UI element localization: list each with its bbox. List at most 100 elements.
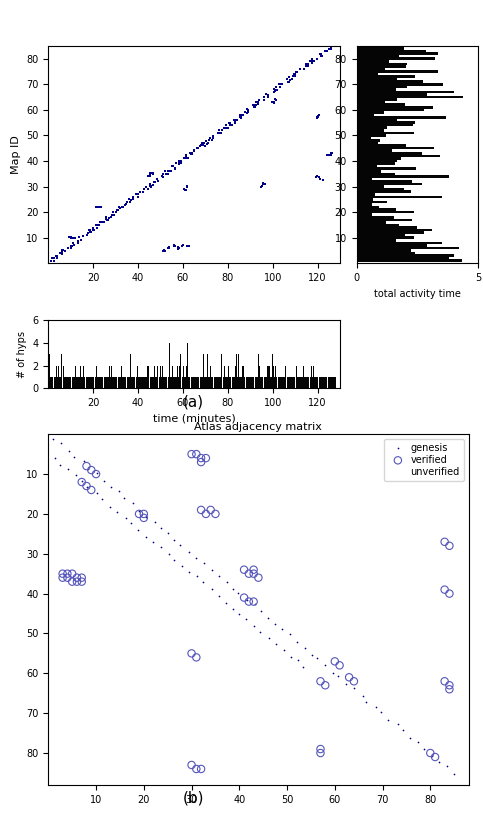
Point: [68, 230, 75, 244]
Point: [325, 149, 333, 162]
Point: [182, 183, 189, 196]
Point: [238, 109, 245, 122]
Point: [174, 242, 182, 256]
Bar: [356, 162, 395, 164]
genesis: [134, 523, 142, 536]
genesis: [421, 742, 428, 756]
Point: [251, 101, 258, 114]
Point: [174, 240, 182, 254]
genesis: [271, 617, 279, 630]
genesis: [223, 576, 231, 590]
Point: [327, 42, 335, 55]
Point: [184, 180, 191, 193]
Point: [52, 249, 60, 262]
Point: [165, 164, 173, 178]
Point: [144, 182, 152, 195]
Point: [92, 219, 99, 232]
Point: [302, 59, 310, 73]
verified: [83, 479, 90, 493]
Bar: [356, 70, 438, 73]
Point: [252, 99, 259, 112]
Point: [110, 205, 117, 219]
verified: [83, 459, 90, 473]
Point: [236, 111, 244, 124]
Point: [272, 80, 280, 94]
Point: [321, 45, 328, 58]
Legend: genesis, verified, unverified: genesis, verified, unverified: [384, 439, 464, 481]
verified: [68, 575, 76, 589]
verified: [140, 511, 148, 524]
Point: [308, 54, 315, 68]
Bar: [356, 208, 396, 211]
Bar: [356, 183, 422, 185]
Point: [127, 193, 134, 206]
Point: [102, 210, 110, 224]
Point: [188, 147, 196, 160]
Point: [325, 42, 333, 55]
Point: [164, 167, 171, 180]
genesis: [83, 481, 91, 494]
verified: [255, 571, 262, 584]
Point: [319, 173, 327, 186]
Bar: [356, 224, 399, 226]
Point: [165, 240, 173, 254]
genesis: [313, 652, 321, 665]
Bar: [356, 203, 372, 205]
Point: [293, 65, 301, 78]
Point: [172, 157, 180, 170]
Point: [87, 225, 95, 239]
Title: Atlas adjacency matrix: Atlas adjacency matrix: [195, 422, 322, 432]
genesis: [65, 444, 72, 458]
Point: [67, 241, 74, 255]
Bar: [356, 154, 440, 157]
Point: [106, 211, 114, 225]
Point: [226, 116, 233, 129]
Bar: [356, 48, 404, 50]
Point: [317, 48, 325, 61]
Point: [199, 139, 207, 152]
genesis: [108, 480, 115, 493]
genesis: [229, 582, 237, 595]
Point: [258, 180, 266, 193]
Point: [170, 239, 178, 252]
Point: [89, 221, 97, 235]
genesis: [428, 749, 436, 762]
Point: [243, 106, 251, 119]
verified: [188, 758, 196, 772]
Bar: [356, 164, 377, 167]
genesis: [406, 731, 414, 745]
verified: [441, 535, 449, 549]
Bar: [356, 147, 434, 149]
Point: [58, 244, 66, 257]
Bar: [356, 119, 397, 121]
Point: [89, 223, 97, 236]
genesis: [257, 605, 265, 618]
genesis: [435, 755, 442, 768]
genesis: [215, 569, 223, 583]
Bar: [356, 65, 406, 68]
Point: [171, 161, 179, 175]
Bar: [356, 129, 384, 132]
Point: [96, 219, 103, 232]
Point: [318, 49, 326, 63]
Point: [94, 219, 102, 232]
genesis: [151, 515, 159, 529]
Point: [258, 180, 266, 193]
Point: [328, 146, 336, 159]
Point: [93, 221, 100, 235]
Point: [99, 215, 106, 229]
Point: [284, 72, 291, 85]
genesis: [192, 552, 199, 565]
verified: [331, 655, 339, 668]
verified: [250, 563, 257, 576]
genesis: [301, 641, 309, 655]
genesis: [264, 611, 271, 625]
Point: [114, 204, 122, 217]
Point: [162, 164, 170, 177]
Point: [304, 57, 312, 70]
Bar: [356, 50, 426, 53]
Point: [327, 41, 335, 54]
Point: [158, 170, 166, 183]
Point: [255, 98, 262, 111]
genesis: [127, 517, 135, 530]
